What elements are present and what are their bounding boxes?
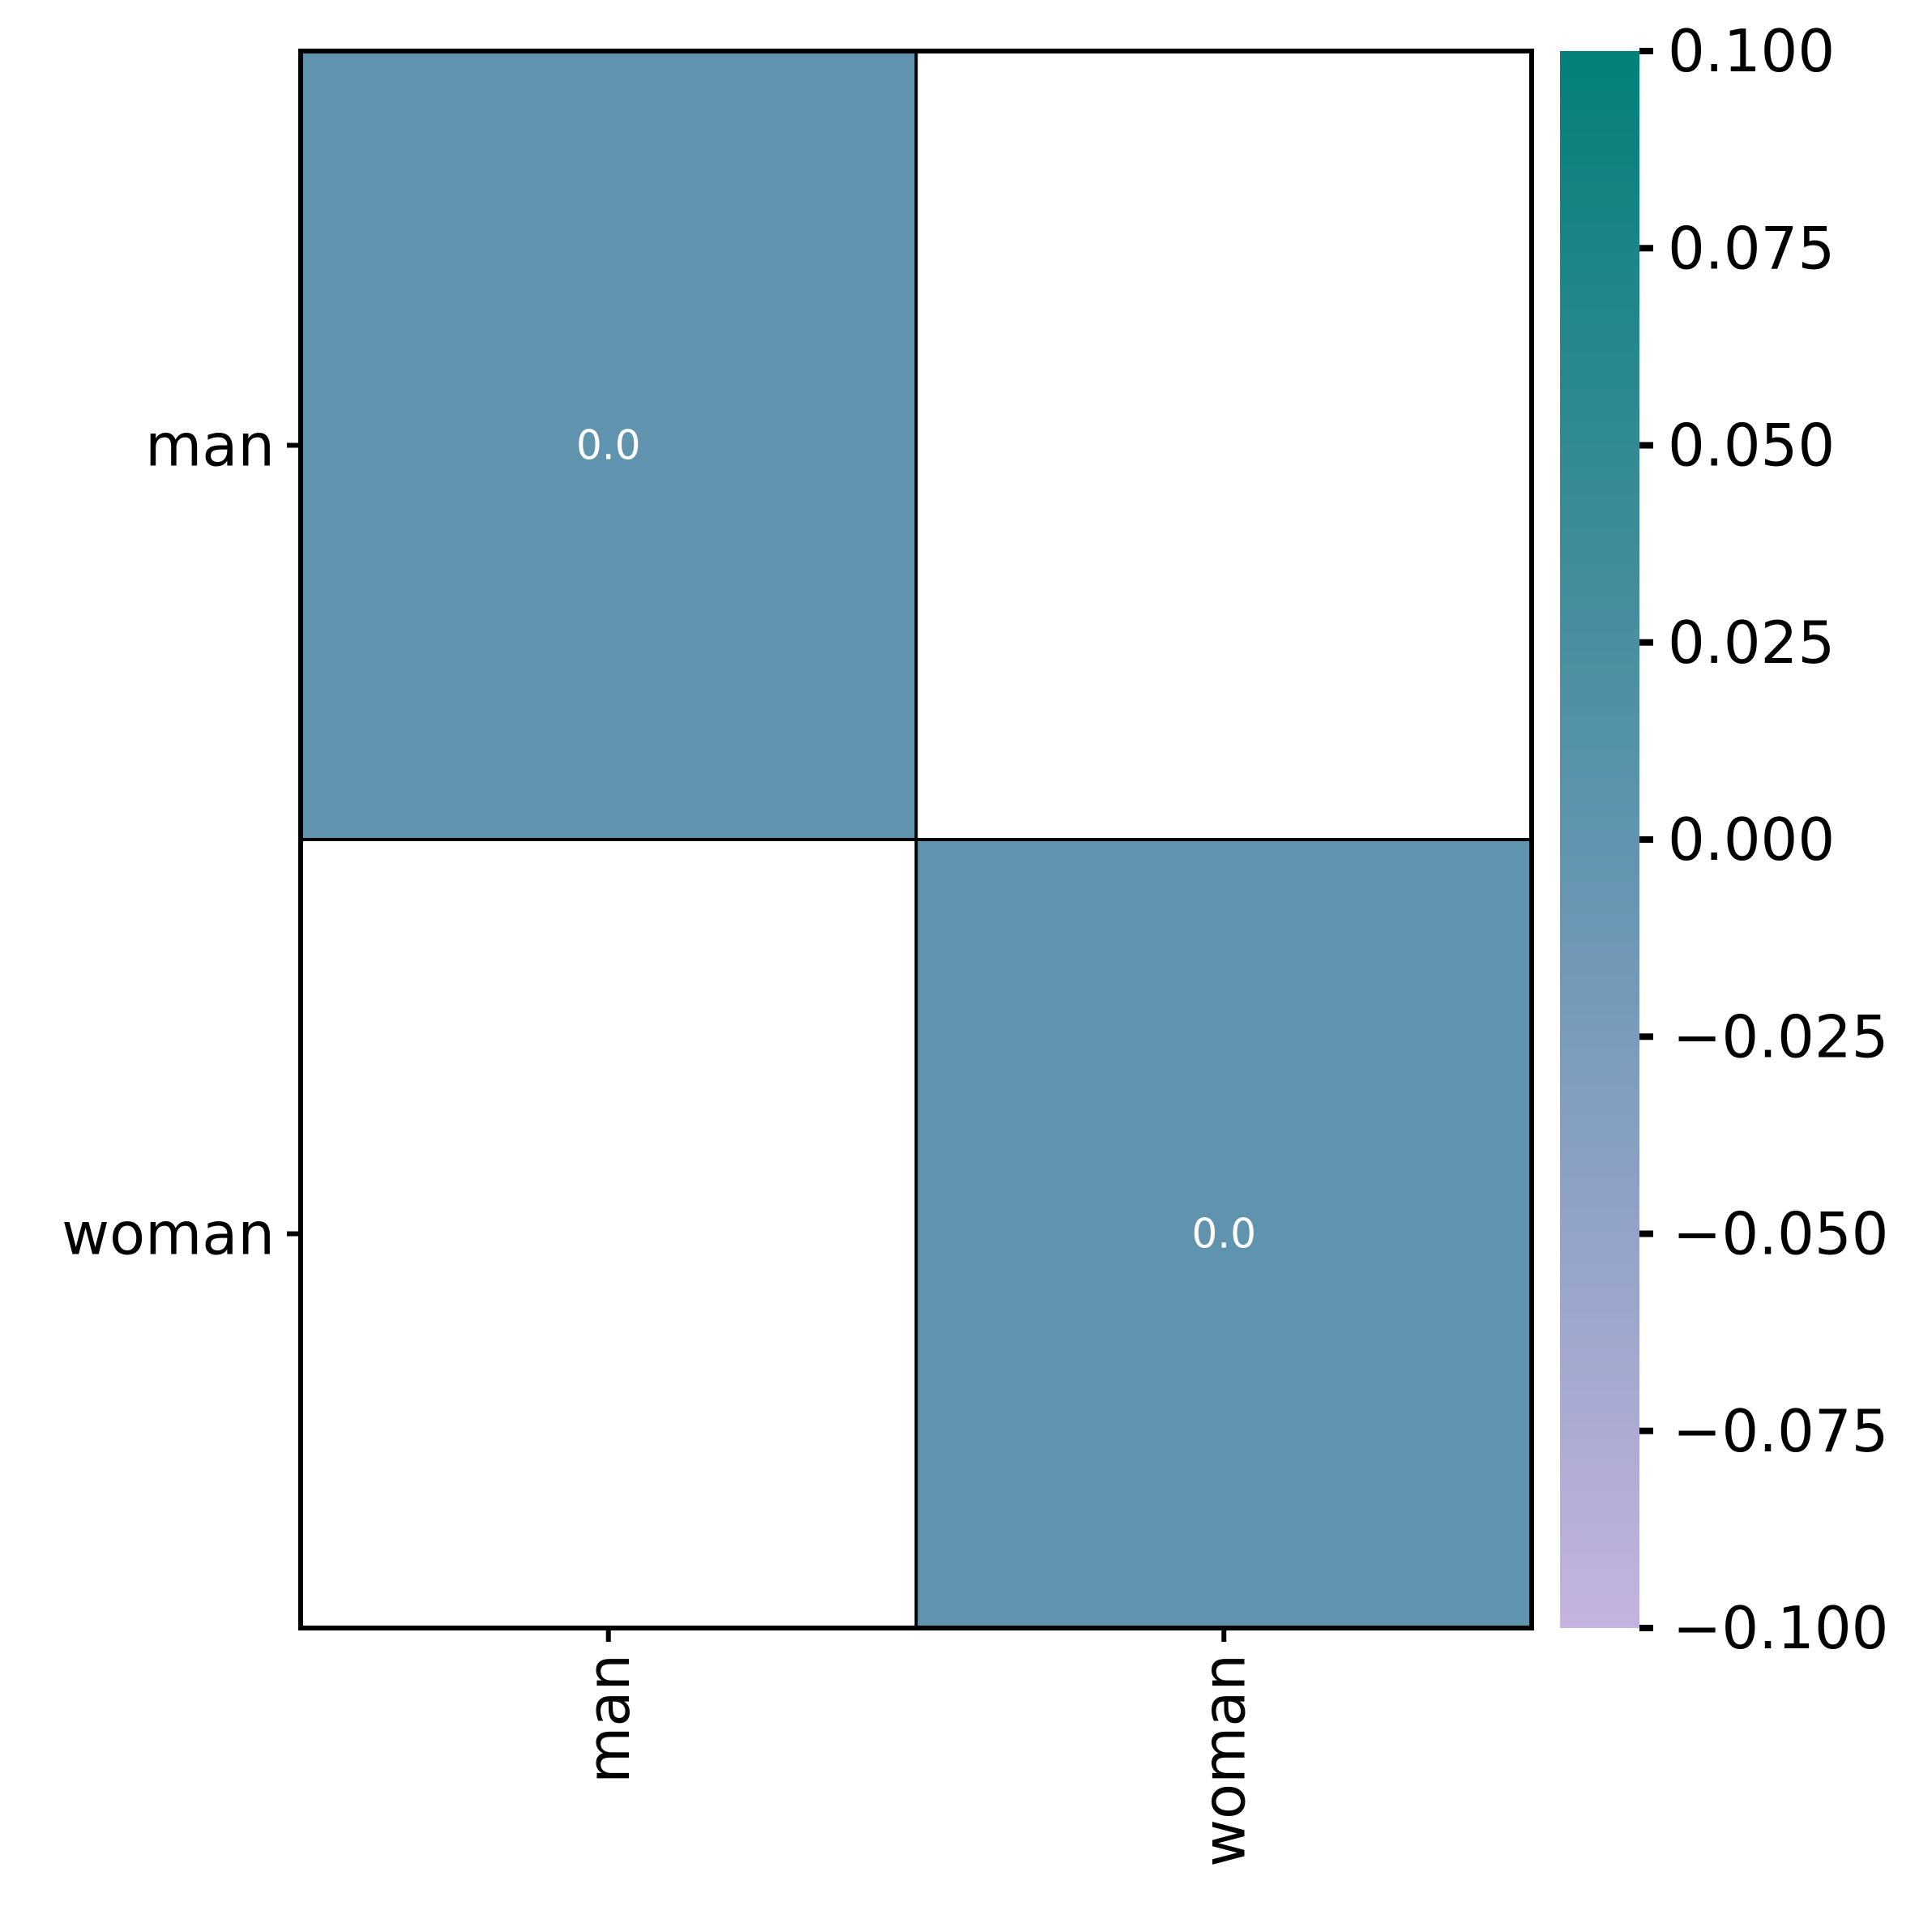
colorbar-tick-label: −0.075 bbox=[1673, 1397, 1888, 1465]
heatmap-cells bbox=[301, 51, 1532, 1628]
y-tick-label: woman bbox=[62, 1200, 275, 1268]
colorbar-tick-label: 0.100 bbox=[1668, 17, 1835, 85]
colorbar-gradient bbox=[1560, 51, 1639, 1628]
heatmap-frame bbox=[298, 49, 1534, 1630]
colorbar-tick-label: 0.025 bbox=[1668, 609, 1835, 677]
colorbar-tick-label: −0.050 bbox=[1673, 1200, 1888, 1268]
colorbar-tick-label: 0.000 bbox=[1668, 806, 1835, 874]
colorbar: 0.100 0.075 0.050 0.025 0.000 −0.025 −0.050 −0.… bbox=[1560, 17, 1888, 1662]
heatmap-grid bbox=[298, 49, 1534, 1630]
heatmap-cell bbox=[301, 840, 917, 1628]
colorbar-tick-label: −0.025 bbox=[1673, 1002, 1888, 1070]
colorbar-tick-label: 0.050 bbox=[1668, 412, 1835, 480]
x-axis: man woman bbox=[575, 1628, 1258, 1867]
x-tick-label: man bbox=[575, 1654, 643, 1784]
cell-value-label: 0.0 bbox=[576, 422, 641, 469]
y-tick-label: man bbox=[145, 412, 275, 480]
heatmap-cell bbox=[301, 51, 917, 840]
y-axis: man woman bbox=[62, 412, 301, 1268]
heatmap-cell bbox=[916, 840, 1532, 1628]
x-tick-label: woman bbox=[1190, 1654, 1258, 1867]
cell-value-label: 0.0 bbox=[1191, 1211, 1256, 1258]
colorbar-tick-label: −0.100 bbox=[1673, 1594, 1888, 1662]
heatmap-annotations: 0.0 0.0 bbox=[576, 422, 1256, 1258]
colorbar-tick-label: 0.075 bbox=[1668, 214, 1835, 282]
heatmap-cell bbox=[916, 51, 1532, 840]
